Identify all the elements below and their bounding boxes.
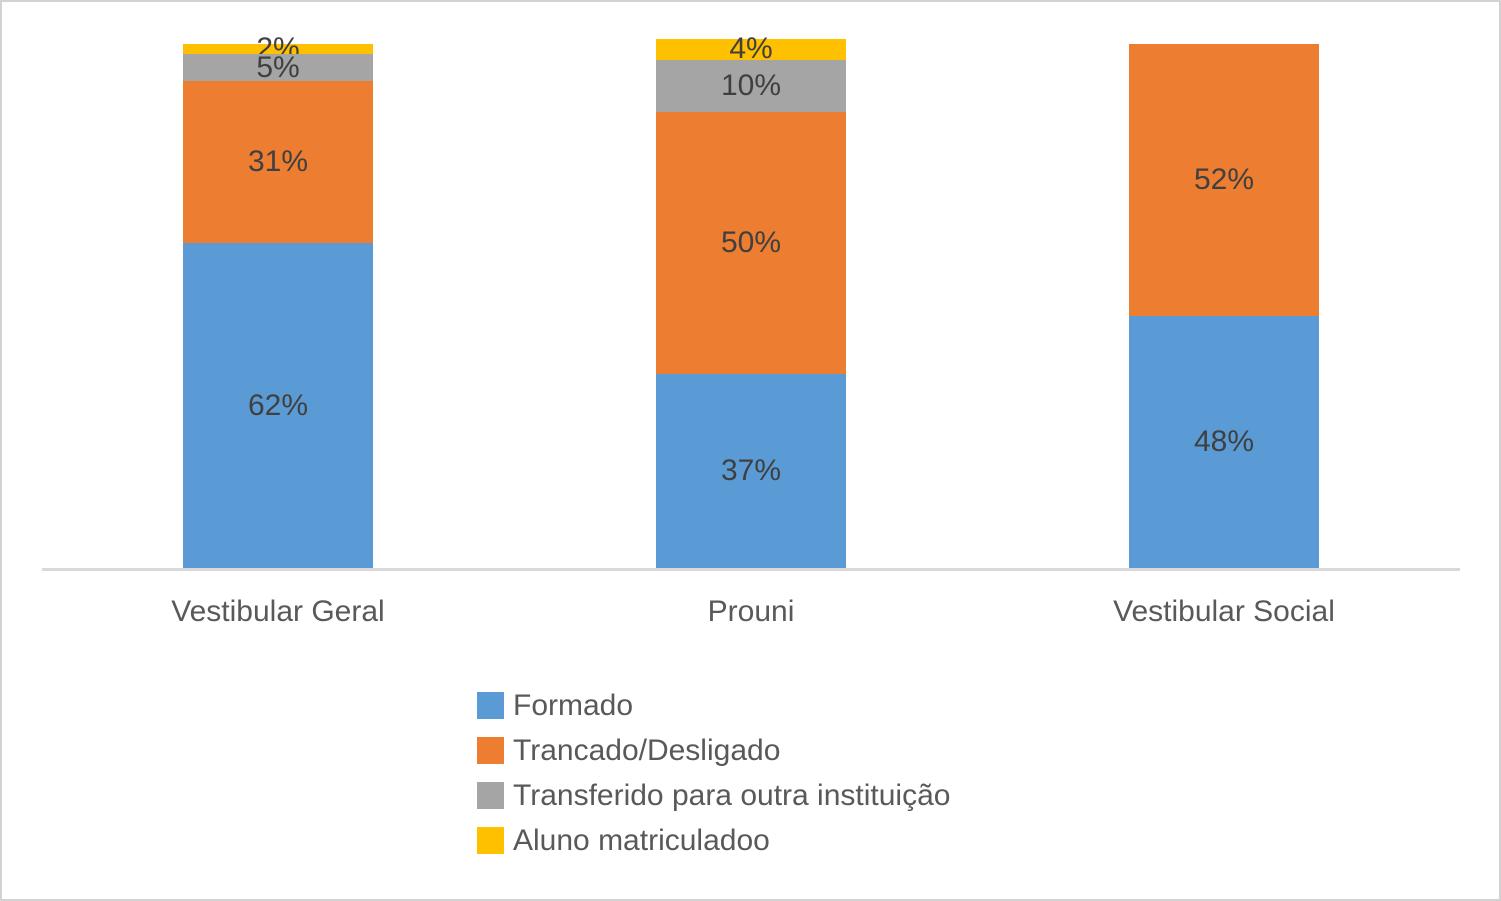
legend-swatch (477, 827, 504, 854)
data-label: 52% (1193, 163, 1255, 197)
bar-segment: 62% (183, 243, 373, 568)
legend-item: Trancado/Desligado (477, 728, 950, 773)
stacked-bar: 2% 5% 31% 62% (183, 34, 373, 568)
legend: Formado Trancado/Desligado Transferido par… (477, 683, 950, 863)
legend-label: Transferido para outra instituição (513, 778, 951, 812)
legend-item: Aluno matriculadoo (477, 818, 950, 863)
data-label: 37% (720, 454, 782, 488)
stacked-bar: 52% 48% (1129, 44, 1319, 568)
legend-label: Trancado/Desligado (513, 733, 781, 767)
legend-item: Formado (477, 683, 950, 728)
bar-segment: 37% (656, 374, 846, 569)
data-label: 31% (247, 144, 309, 178)
data-label: 62% (247, 388, 309, 422)
legend-label: Formado (513, 688, 634, 722)
stacked-bar: 4% 10% 50% 37% (656, 34, 846, 569)
bar-segment: 31% (183, 80, 373, 244)
legend-swatch (477, 782, 504, 809)
bar-segment: 10% (656, 59, 846, 113)
bar-segment: 4% (656, 34, 846, 64)
bar-segment: 50% (656, 112, 846, 375)
category-label: Vestibular Geral (171, 595, 385, 628)
bar-segment: 52% (1129, 44, 1319, 317)
legend-item: Transferido para outra instituição (477, 773, 950, 818)
legend-label: Aluno matriculadoo (513, 823, 770, 857)
data-label: 48% (1193, 425, 1255, 459)
data-label: 50% (720, 226, 782, 260)
bar-segment: 5% (183, 50, 373, 84)
category-label: Vestibular Social (1113, 595, 1335, 628)
bar-segment: 48% (1129, 316, 1319, 568)
data-label: 4% (729, 32, 773, 66)
data-label: 10% (720, 69, 782, 103)
category-label: Prouni (707, 595, 795, 628)
legend-swatch (477, 737, 504, 764)
x-axis-line (42, 568, 1460, 571)
legend-swatch (477, 692, 504, 719)
data-label: 5% (256, 50, 300, 84)
plot-area: 2% 5% 31% 62% 4% 10% 50% 37% 52% 48% (42, 34, 1460, 571)
